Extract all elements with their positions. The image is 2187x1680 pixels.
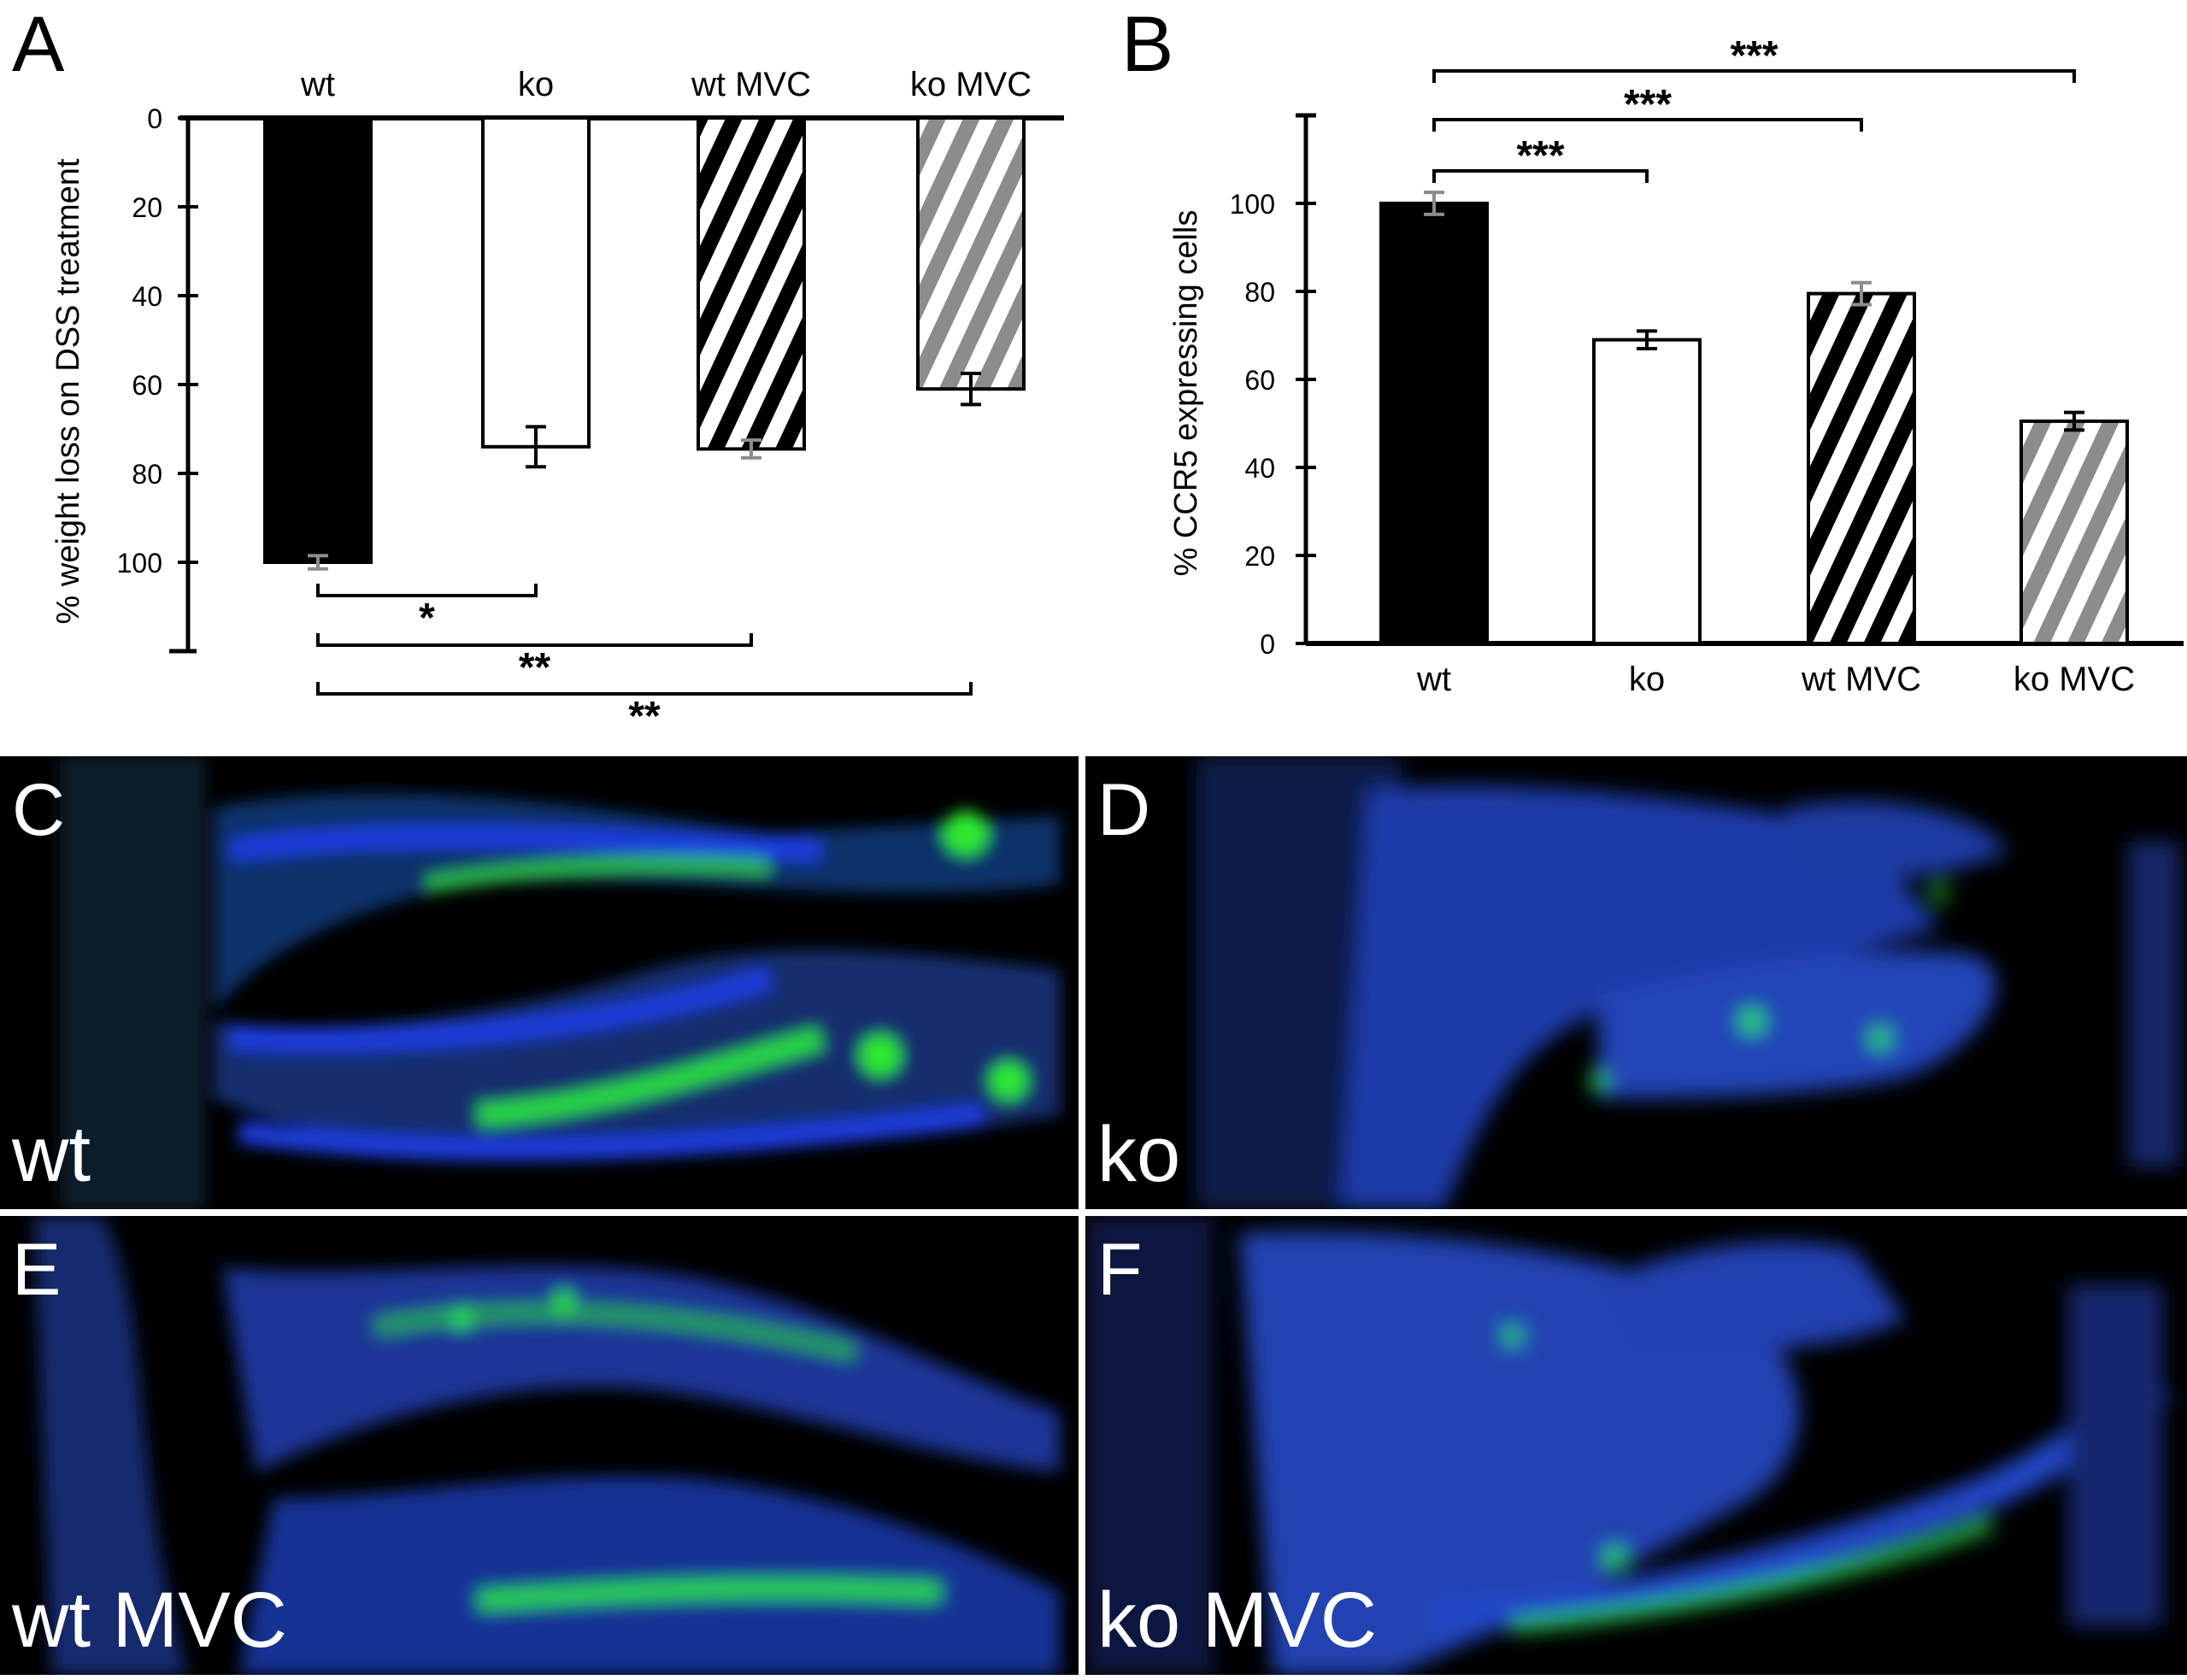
panel-letter-c: C [12, 769, 66, 851]
y-tick-label: 60 [1244, 365, 1275, 396]
panel-letter-f: F [1097, 1229, 1143, 1311]
significance-label: *** [1730, 33, 1778, 79]
y-tick-label: 40 [1244, 453, 1275, 484]
micrograph-label-wt: wt [12, 1111, 91, 1198]
category-label-ko-mvc: ko MVC [910, 66, 1032, 103]
y-tick-label: 100 [1230, 189, 1275, 220]
significance-bracket [316, 584, 538, 597]
bar-ko [1592, 338, 1702, 645]
bar-wt-mvc [1807, 291, 1916, 645]
panel-letter-b: B [1121, 1, 1174, 88]
y-tick-label: 60 [132, 370, 162, 401]
micrograph-ko-image [1196, 756, 2179, 1209]
y-tick-label: 40 [132, 281, 162, 312]
y-tick-label: 20 [132, 192, 162, 223]
y-tick-label: 0 [147, 103, 162, 134]
micrograph-wt-mvc-image [34, 1216, 1060, 1675]
panel-letter-e: E [12, 1229, 62, 1311]
micrograph-label-wt-mvc: wt MVC [12, 1577, 287, 1664]
y-axis-label: % weight loss on DSS treatment [50, 158, 86, 624]
bar-ko [481, 116, 591, 449]
bar-ko-mvc [916, 116, 1026, 391]
panel-letter-a: A [12, 1, 65, 88]
significance-label: ** [519, 645, 551, 690]
panel-letter-d: D [1097, 769, 1151, 851]
significance-label: *** [1516, 133, 1564, 179]
micrograph-ko-mvc: F ko MVC [1085, 1216, 2187, 1675]
significance-label: * [419, 596, 435, 641]
bar-ko-mvc [2019, 419, 2129, 645]
significance-bracket [316, 633, 753, 647]
micrograph-ko: D ko [1085, 756, 2187, 1209]
bar-wt [1379, 202, 1489, 645]
category-label-wt-mvc: wt MVC [691, 66, 811, 103]
bar-wt-mvc [697, 116, 806, 451]
significance-bracket [1432, 169, 1649, 183]
category-label-wt-mvc: wt MVC [1801, 661, 1921, 698]
micrograph-label-ko-mvc: ko MVC [1097, 1577, 1378, 1664]
weight-loss-bar-chart: 0 20 40 60 80 100 % weight loss on DSS treatme… [50, 66, 1064, 735]
y-tick-label: 20 [1244, 541, 1275, 572]
micrograph-ko-mvc-image [1085, 1216, 2171, 1675]
category-label-wt: wt [1416, 661, 1451, 698]
significance-bracket [316, 682, 973, 696]
significance-label: ** [628, 694, 661, 735]
category-label-ko: ko [518, 66, 554, 103]
category-label-ko-mvc: ko MVC [2014, 661, 2135, 698]
micrograph-wt-image [60, 756, 1060, 1209]
category-label-ko: ko [1629, 661, 1665, 698]
y-axis-label: % CCR5 expressing cells [1168, 210, 1204, 577]
y-tick-label: 80 [1244, 277, 1275, 308]
ccr5-bar-chart: 0 20 40 60 80 100 % CCR5 expressing cells wt ko w… [1168, 33, 2184, 698]
y-tick-label: 0 [1260, 629, 1275, 660]
category-label-wt: wt [300, 66, 335, 103]
micrograph-wt-mvc: E wt MVC [0, 1216, 1079, 1675]
significance-label: *** [1624, 82, 1672, 127]
significance-bracket [1432, 118, 1863, 132]
y-tick-label: 100 [117, 548, 162, 579]
significance-bracket [1432, 69, 2076, 83]
bar-wt [263, 116, 373, 564]
micrograph-wt: C wt [0, 756, 1079, 1209]
micrograph-label-ko: ko [1097, 1111, 1181, 1198]
y-tick-label: 80 [132, 459, 162, 490]
